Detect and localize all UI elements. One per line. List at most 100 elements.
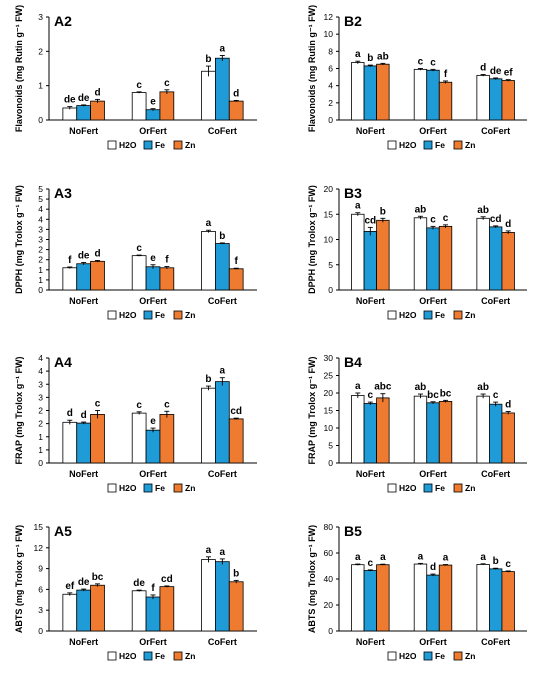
- legend-swatch: [107, 651, 117, 661]
- significance-letter: c: [164, 78, 170, 89]
- significance-letter: de: [64, 95, 76, 106]
- significance-letter: d: [505, 219, 511, 230]
- x-category-label: CoFert: [208, 469, 237, 479]
- legend-label: Fe: [435, 483, 445, 493]
- x-category-label: CoFert: [481, 469, 510, 479]
- significance-letter: a: [355, 201, 361, 212]
- significance-letter: c: [136, 243, 142, 254]
- y-tick-label: 5: [38, 184, 43, 194]
- significance-letter: c: [136, 80, 142, 91]
- x-category-label: OrFert: [419, 469, 447, 479]
- y-tick-label: 8: [328, 46, 333, 56]
- panel-label: A4: [54, 354, 72, 370]
- significance-letter: bc: [427, 390, 439, 401]
- significance-letter: cd: [364, 215, 376, 226]
- significance-letter: c: [368, 558, 374, 569]
- bar: [214, 57, 230, 121]
- panel-b5: 0 20 40 60 80 B5 ABTS (mg Trolox g⁻¹ FW) NoFert…: [307, 522, 527, 661]
- x-category-label: OrFert: [139, 296, 167, 306]
- y-tick-label: 0: [38, 626, 43, 636]
- significance-letter: a: [355, 381, 361, 392]
- bar: [488, 568, 503, 632]
- panel-a5: 0 3 6 9 12 15 A5 ABTS (mg Trolox g⁻¹ FW) NoFert e…: [14, 522, 257, 661]
- legend-label: Zn: [185, 651, 195, 661]
- y-tick-label: 0: [38, 285, 43, 295]
- legend-swatch: [453, 310, 463, 320]
- y-tick-label: 12: [324, 12, 334, 22]
- legend-label: H2O: [399, 651, 417, 661]
- bar: [159, 414, 175, 464]
- y-tick-label: 3: [38, 12, 43, 22]
- bar: [228, 100, 244, 121]
- legend-label: H2O: [399, 140, 417, 150]
- x-category-label: OrFert: [139, 126, 167, 136]
- bar: [201, 559, 216, 632]
- significance-letter: b: [233, 568, 239, 579]
- y-tick-label: 0: [328, 626, 333, 636]
- y-axis-title: DPPH (mg Trolox g⁻¹ FW): [14, 185, 24, 294]
- bar: [376, 63, 390, 121]
- bar: [351, 564, 365, 632]
- y-tick-label: 3: [38, 235, 43, 245]
- bar: [62, 267, 78, 291]
- significance-letter: bc: [440, 388, 452, 399]
- significance-letter: cd: [230, 406, 242, 417]
- significance-letter: e: [150, 97, 156, 108]
- panel-label: A2: [54, 13, 72, 29]
- significance-letter: c: [136, 400, 142, 411]
- bar: [501, 80, 515, 121]
- y-tick-label: 5: [328, 260, 333, 270]
- panel-label: B4: [344, 354, 362, 370]
- legend-swatch: [143, 310, 153, 320]
- legend-swatch: [423, 310, 433, 320]
- significance-letter: a: [443, 553, 449, 564]
- bar: [214, 561, 230, 632]
- legend-swatch: [387, 140, 397, 150]
- legend-label: Zn: [465, 140, 475, 150]
- y-tick-label: 4: [38, 214, 43, 224]
- bar: [376, 397, 390, 464]
- y-axis-title: DPPH (mg Trolox g⁻¹ FW): [307, 185, 317, 294]
- legend-swatch: [387, 651, 397, 661]
- legend-swatch: [173, 310, 183, 320]
- significance-letter: b: [367, 53, 373, 64]
- significance-letter: e: [150, 253, 156, 264]
- bar: [351, 213, 365, 291]
- significance-letter: d: [94, 87, 100, 98]
- legend-label: Zn: [465, 310, 475, 320]
- y-tick-label: 6: [328, 64, 333, 74]
- significance-letter: f: [235, 256, 239, 267]
- panel-label: B2: [344, 13, 362, 29]
- legend-swatch: [173, 140, 183, 150]
- panel-a2: 0 1 2 3 A2 Flavonoids (mg Rutin g⁻¹ FW) NoFert…: [14, 5, 257, 150]
- bar: [131, 255, 147, 291]
- significance-letter: d: [67, 408, 73, 419]
- y-tick-label: 20: [324, 600, 334, 610]
- bar: [476, 74, 490, 121]
- bar: [159, 267, 175, 291]
- panel-b4: 0 5 10 15 20 25 30 B4 FRAP (mg Trolox g⁻¹ FW) NoF…: [307, 353, 527, 493]
- bar: [501, 232, 515, 291]
- legend-swatch: [453, 483, 463, 493]
- panel-b3: 0 5 10 15 20 B3 DPPH (mg Trolox g⁻¹ FW) NoFert a…: [307, 184, 527, 320]
- bar: [501, 571, 515, 632]
- y-tick-label: 3: [38, 379, 43, 389]
- bar: [159, 586, 175, 632]
- y-tick-label: 10: [324, 29, 334, 39]
- y-tick-label: 40: [324, 574, 334, 584]
- panel-b2: 0 2 4 6 8 10 12 B2 Flavonoids (mg Rutin g⁻¹ FW) N…: [307, 5, 527, 150]
- y-tick-label: 1: [38, 432, 43, 442]
- bar: [426, 574, 440, 632]
- legend-label: Fe: [435, 140, 445, 150]
- significance-letter: c: [368, 390, 374, 401]
- y-axis-title: ABTS (mg Trolox g⁻¹ FW): [14, 525, 24, 633]
- bar: [131, 92, 147, 121]
- legend-label: Fe: [155, 310, 165, 320]
- panel-a4: 0 1 1 2 2 3 3 4 4 A4 FRAP (mg Trolox g⁻¹ FW) NoFert…: [14, 353, 257, 493]
- y-tick-label: 3: [38, 605, 43, 615]
- bar: [90, 100, 105, 121]
- legend-label: Zn: [185, 483, 195, 493]
- bar: [159, 91, 175, 121]
- legend-label: Fe: [155, 140, 165, 150]
- legend-label: H2O: [399, 483, 417, 493]
